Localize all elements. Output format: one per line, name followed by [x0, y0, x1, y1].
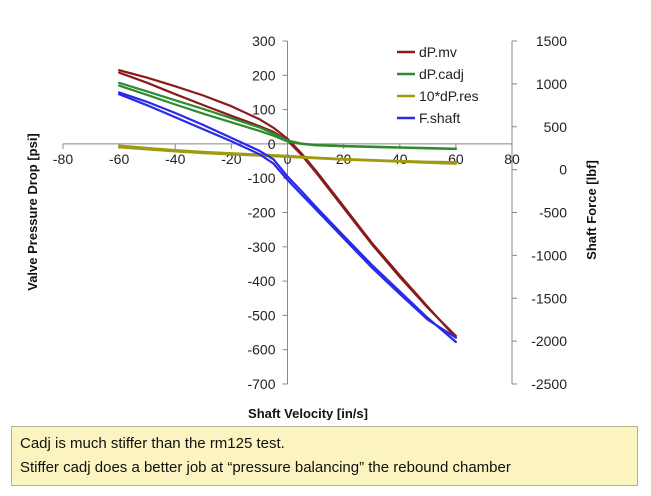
series-layer — [117, 69, 457, 344]
x-axis-title: Shaft Velocity [in/s] — [248, 406, 368, 420]
y-tick-label: 100 — [252, 102, 276, 118]
y-axis-title: Valve Pressure Drop [psi] — [25, 133, 40, 291]
y2-tick-label: 500 — [544, 119, 568, 135]
x-tick-label: -40 — [165, 151, 185, 167]
note-line-2: Stiffer cadj does a better job at “press… — [20, 459, 511, 476]
y-tick-label: -500 — [247, 307, 275, 323]
series-f-shaft — [117, 91, 457, 344]
y-tick-label: -100 — [247, 170, 275, 186]
y-tick-label: 0 — [268, 136, 276, 152]
note-box: Cadj is much stiffer than the rm125 test… — [11, 426, 638, 486]
legend-label: 10*dP.res — [419, 88, 479, 104]
series-line — [117, 146, 457, 165]
series-line — [117, 93, 457, 339]
y2-tick-label: -500 — [539, 205, 567, 221]
chart: -80 -60 -40 -20 0 20 40 60 80 3002001000-100-200… — [25, 33, 599, 420]
series-line — [117, 91, 457, 344]
y2-tick-label: 1000 — [536, 76, 567, 92]
y2-tick-label: 1500 — [536, 33, 567, 49]
x-tick-label: 40 — [392, 151, 408, 167]
series-dp-cadj — [117, 81, 457, 151]
x-tick-label: 80 — [504, 151, 520, 167]
y-tick-label: -700 — [247, 376, 275, 392]
y2-axis-title: Shaft Force [lbf] — [584, 160, 599, 260]
y-tick-label: -600 — [247, 342, 275, 358]
x-tick-label: -80 — [53, 151, 73, 167]
legend-label: dP.mv — [419, 44, 457, 60]
x-tick-label: -60 — [109, 151, 129, 167]
series-line — [117, 84, 457, 151]
legend: dP.mv dP.cadj 10*dP.res F.shaft — [397, 44, 479, 126]
y-tick-label: 200 — [252, 67, 276, 83]
y-axis-ticks: 300 200 100 0 -100 -200 -300 -400 -500 -600 -700 — [247, 33, 288, 392]
y-tick-label: -400 — [247, 273, 275, 289]
legend-label: dP.cadj — [419, 66, 464, 82]
y-tick-label: -200 — [247, 205, 275, 221]
x-tick-label: 0 — [284, 151, 292, 167]
y2-tick-label: 0 — [559, 162, 567, 178]
y-tick-label: 300 — [252, 33, 276, 49]
legend-label: F.shaft — [419, 110, 460, 126]
y2-tick-label: -2000 — [531, 333, 567, 349]
y2-tick-label: -1000 — [531, 247, 567, 263]
y2-tick-label: -1500 — [531, 290, 567, 306]
y2-axis-ticks: 1500 1000 500 0 -500 -1000 -1500 -2000 -2500 — [512, 33, 567, 392]
y2-tick-label: -2500 — [531, 376, 567, 392]
y-tick-label: -300 — [247, 239, 275, 255]
note-line-1: Cadj is much stiffer than the rm125 test… — [20, 435, 285, 452]
series-10-dp-res — [117, 144, 457, 165]
